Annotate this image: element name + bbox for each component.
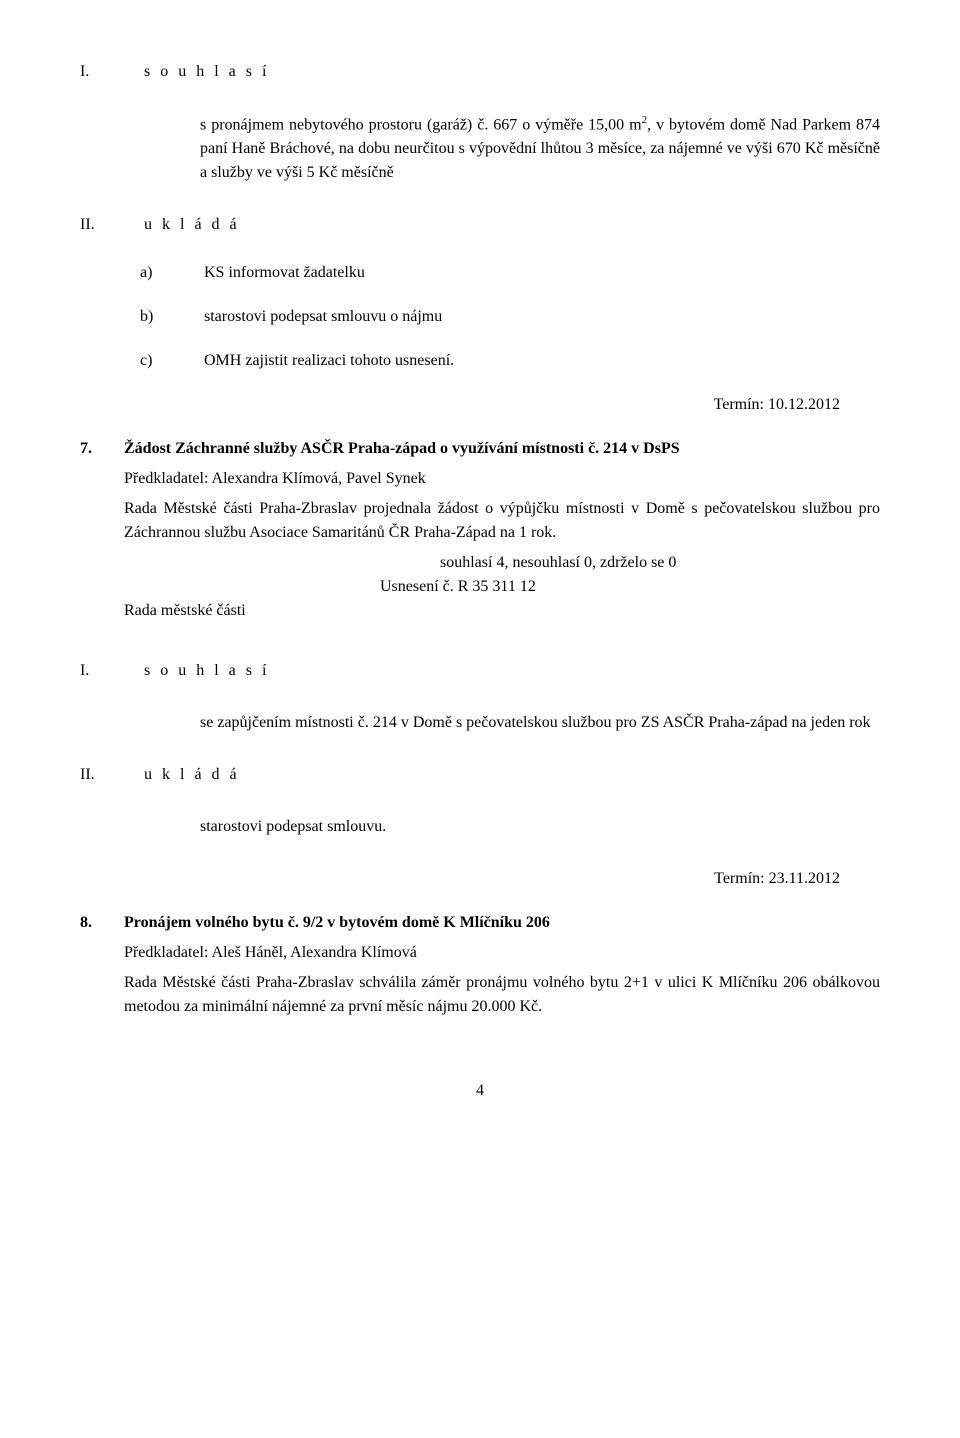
numbered-heading-8: 8.Pronájem volného bytu č. 9/2 v bytovém…: [80, 911, 880, 935]
rada-line: Rada městské části: [124, 599, 880, 623]
section-i-body-2: se zapůjčením místnosti č. 214 v Domě s …: [200, 711, 880, 735]
heading-title: Žádost Záchranné služby ASČR Praha-západ…: [124, 440, 680, 457]
section-ii-uklada-2: II. u k l á d á: [80, 763, 880, 787]
vote-line: souhlasí 4, nesouhlasí 0, zdrželo se 0: [440, 551, 880, 575]
section-label: s o u h l a s í: [144, 63, 269, 80]
body-paragraph: Rada Městské části Praha-Zbraslav projed…: [124, 497, 880, 545]
predkladatel-line: Předkladatel: Alexandra Klímová, Pavel S…: [124, 467, 880, 491]
list-item: c) OMH zajistit realizaci tohoto usnesen…: [140, 349, 880, 373]
section-i-souhlasi-2: I. s o u h l a s í: [80, 659, 880, 683]
item-text: KS informovat žadatelku: [204, 264, 365, 281]
roman-marker: II.: [80, 763, 140, 787]
item-marker: c): [140, 349, 200, 373]
heading-number: 7.: [80, 437, 124, 461]
section-i-body: s pronájmem nebytového prostoru (garáž) …: [200, 112, 880, 185]
item-text: starostovi podepsat smlouvu o nájmu: [204, 308, 442, 325]
roman-marker: II.: [80, 213, 140, 237]
heading-number: 8.: [80, 911, 124, 935]
termin-line: Termín: 10.12.2012: [80, 393, 840, 417]
termin-line-2: Termín: 23.11.2012: [80, 867, 840, 891]
page-number: 4: [80, 1079, 880, 1103]
numbered-heading: 7.Žádost Záchranné služby ASČR Praha-záp…: [80, 437, 880, 461]
body-paragraph-8: Rada Městské části Praha-Zbraslav schvál…: [124, 971, 880, 1019]
section-label: u k l á d á: [144, 216, 240, 233]
section-label: u k l á d á: [144, 766, 240, 783]
section-ii-uklada: II. u k l á d á: [80, 213, 880, 237]
item-text: OMH zajistit realizaci tohoto usnesení.: [204, 352, 454, 369]
para-text: s pronájmem nebytového prostoru (garáž) …: [200, 116, 642, 133]
section-label: s o u h l a s í: [144, 662, 269, 679]
predkladatel-line-8: Předkladatel: Aleš Háněl, Alexandra Klím…: [124, 941, 880, 965]
list-item: a) KS informovat žadatelku: [140, 261, 880, 285]
section-i-souhlasi: I. s o u h l a s í: [80, 60, 880, 84]
heading-title: Pronájem volného bytu č. 9/2 v bytovém d…: [124, 914, 550, 931]
list-item: b) starostovi podepsat smlouvu o nájmu: [140, 305, 880, 329]
roman-marker: I.: [80, 659, 140, 683]
roman-marker: I.: [80, 60, 140, 84]
sub-list: a) KS informovat žadatelku b) starostovi…: [140, 261, 880, 373]
section-ii-body-2: starostovi podepsat smlouvu.: [200, 815, 880, 839]
usneseni-line: Usnesení č. R 35 311 12: [380, 575, 880, 599]
item-marker: a): [140, 261, 200, 285]
item-marker: b): [140, 305, 200, 329]
